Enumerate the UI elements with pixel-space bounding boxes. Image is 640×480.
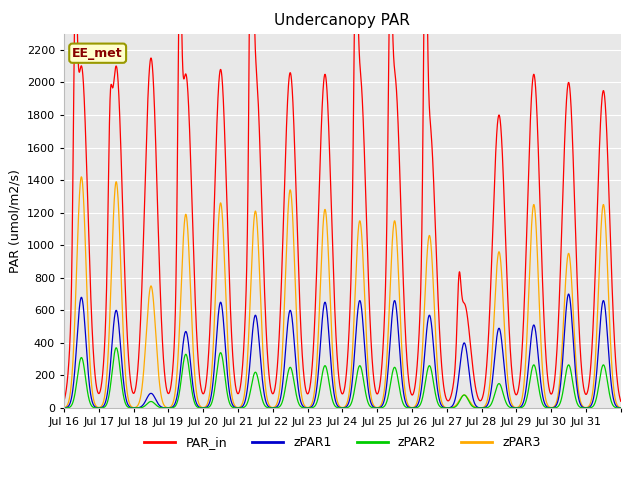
PAR_in <box>523 235 531 240</box>
Text: EE_met: EE_met <box>72 47 123 60</box>
zPAR2 <box>495 381 503 386</box>
zPAR2 <box>477 405 485 411</box>
zPAR3 <box>495 249 503 255</box>
Line: PAR_in: PAR_in <box>64 0 621 401</box>
PAR_in <box>364 236 371 242</box>
zPAR1 <box>393 312 401 317</box>
zPAR1 <box>564 291 572 297</box>
zPAR3 <box>393 240 401 246</box>
zPAR2 <box>60 405 68 411</box>
zPAR1 <box>523 382 531 388</box>
zPAR3 <box>364 348 371 354</box>
zPAR1 <box>617 405 625 411</box>
zPAR1 <box>176 376 184 382</box>
PAR_in <box>617 398 625 404</box>
zPAR3 <box>176 324 184 330</box>
PAR_in <box>60 398 68 404</box>
zPAR3 <box>476 405 484 411</box>
zPAR3 <box>617 405 625 410</box>
Legend: PAR_in, zPAR1, zPAR2, zPAR3: PAR_in, zPAR1, zPAR2, zPAR3 <box>139 431 546 454</box>
zPAR3 <box>523 339 531 345</box>
zPAR2 <box>537 396 545 402</box>
PAR_in <box>393 96 401 102</box>
Y-axis label: PAR (umol/m2/s): PAR (umol/m2/s) <box>8 169 21 273</box>
zPAR1 <box>495 325 503 331</box>
zPAR2 <box>176 389 184 395</box>
zPAR2 <box>393 371 401 376</box>
zPAR3 <box>77 174 85 180</box>
PAR_in <box>537 230 545 236</box>
Line: zPAR3: zPAR3 <box>64 177 621 408</box>
zPAR1 <box>60 405 68 411</box>
zPAR1 <box>163 405 171 411</box>
PAR_in <box>495 112 503 118</box>
Line: zPAR1: zPAR1 <box>64 294 621 408</box>
Line: zPAR2: zPAR2 <box>64 348 621 408</box>
zPAR3 <box>60 405 68 410</box>
zPAR2 <box>113 345 120 351</box>
zPAR1 <box>537 381 545 387</box>
zPAR3 <box>537 341 545 347</box>
zPAR2 <box>617 405 625 411</box>
zPAR2 <box>523 396 531 402</box>
zPAR2 <box>364 396 371 402</box>
zPAR1 <box>364 376 371 382</box>
Title: Undercanopy PAR: Undercanopy PAR <box>275 13 410 28</box>
